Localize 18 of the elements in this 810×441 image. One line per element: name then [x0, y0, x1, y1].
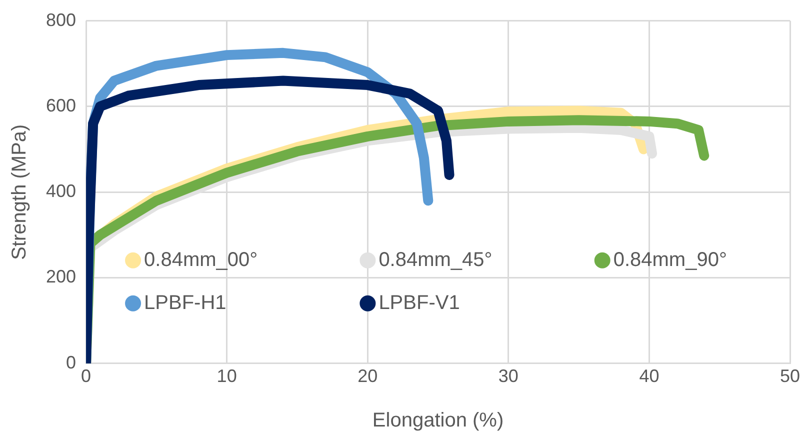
x-axis-title: Elongation (%): [372, 410, 504, 432]
x-tick-label: 10: [216, 366, 237, 386]
y-tick-label: 800: [46, 10, 76, 30]
y-tick-label: 400: [46, 181, 76, 202]
legend-label: 0.84mm_45°: [378, 248, 492, 271]
legend-label: LPBF-H1: [144, 292, 226, 314]
x-tick-label: 0: [81, 366, 92, 386]
y-tick-label: 200: [46, 266, 76, 287]
legend-label: LPBF-V1: [378, 292, 460, 314]
x-tick-label: 40: [639, 366, 660, 386]
y-tick-label: 0: [66, 352, 76, 372]
y-axis-title: Strength (MPa): [8, 124, 31, 260]
x-tick-label: 20: [358, 366, 378, 386]
legend-label: 0.84mm_90°: [613, 248, 727, 271]
x-tick-label: 30: [498, 366, 518, 386]
y-tick-label: 600: [46, 95, 76, 116]
legend-label: 0.84mm_00°: [144, 248, 258, 271]
x-tick-label: 50: [780, 366, 800, 386]
